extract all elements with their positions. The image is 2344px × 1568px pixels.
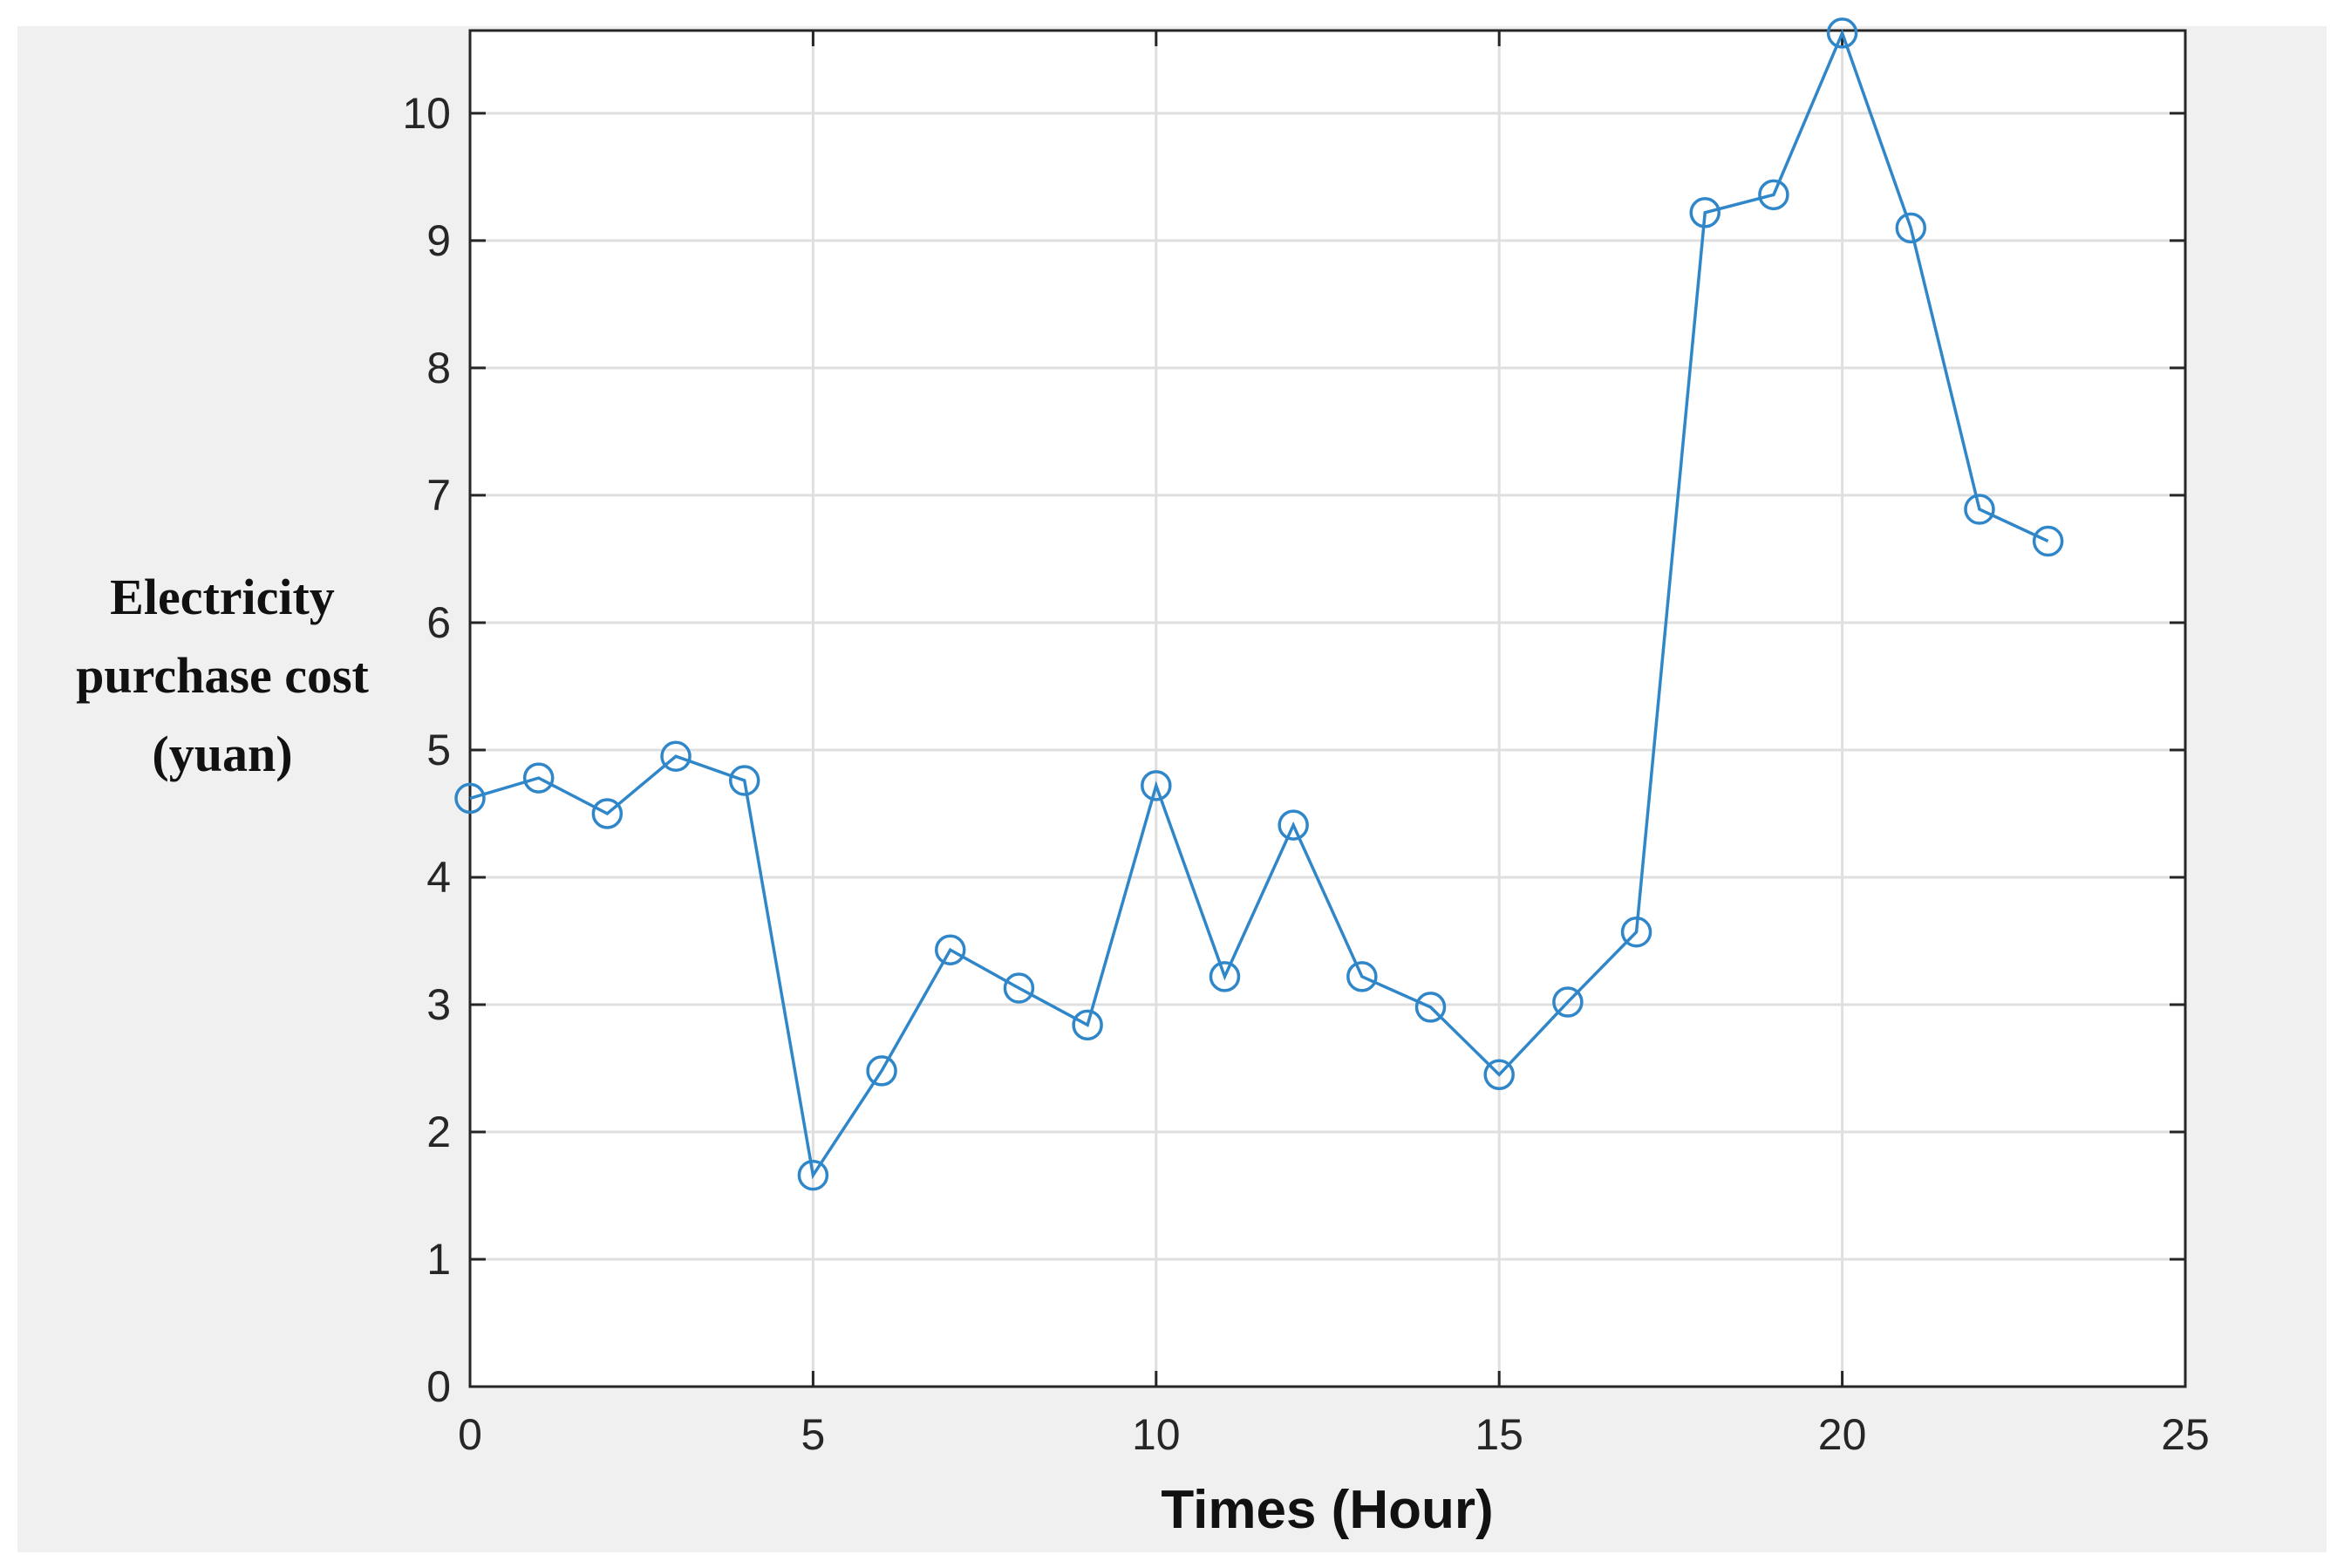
x-tick-label: 15	[1475, 1410, 1523, 1459]
data-line	[469, 29, 2049, 1180]
data-point	[728, 765, 760, 796]
data-point	[1689, 197, 1721, 228]
data-point	[1483, 1059, 1515, 1091]
data-point	[591, 798, 623, 829]
y-tick-label: 7	[426, 471, 451, 520]
data-point	[1964, 494, 1995, 525]
data-point	[1346, 961, 1378, 992]
x-axis-label: Times (Hour)	[1161, 1480, 1493, 1540]
x-tick-label: 10	[1132, 1410, 1181, 1459]
data-point	[1278, 809, 1309, 841]
x-tick-label: 0	[458, 1410, 482, 1459]
y-tick-label: 9	[426, 216, 451, 265]
y-tick-label: 2	[426, 1108, 451, 1156]
y-tick-label: 10	[402, 89, 451, 138]
y-axis-label: Electricity purchase cost (yuan)	[76, 569, 369, 782]
y-tick-label: 5	[426, 726, 451, 774]
data-point	[935, 934, 966, 965]
x-tick-label: 5	[801, 1410, 825, 1459]
y-tick-label: 1	[426, 1235, 451, 1284]
data-point	[1209, 961, 1241, 992]
y-tick-label: 8	[426, 344, 451, 392]
data-point	[1620, 916, 1652, 948]
y-tick-label: 0	[426, 1362, 451, 1411]
data-point	[1414, 992, 1447, 1023]
data-point	[1141, 770, 1172, 801]
plot-area	[470, 31, 2185, 1387]
x-tick-label: 20	[1818, 1410, 1867, 1459]
data-point	[1758, 179, 1789, 211]
y-tick-label: 6	[426, 598, 451, 647]
data-point	[454, 782, 486, 815]
data-point	[866, 1055, 897, 1087]
y-tick-label: 3	[426, 980, 451, 1029]
plot-border	[468, 29, 2187, 1388]
data-point	[1895, 212, 1927, 244]
data-point	[797, 1159, 829, 1191]
y-tick-label: 4	[426, 853, 451, 902]
data-point	[1072, 1009, 1103, 1041]
data-point	[1003, 972, 1035, 1004]
data-point	[660, 740, 692, 773]
x-tick-label: 25	[2161, 1410, 2210, 1459]
data-point	[1826, 17, 1858, 49]
data-point	[1552, 986, 1584, 1018]
data-point	[2032, 525, 2064, 557]
data-point	[522, 762, 555, 794]
